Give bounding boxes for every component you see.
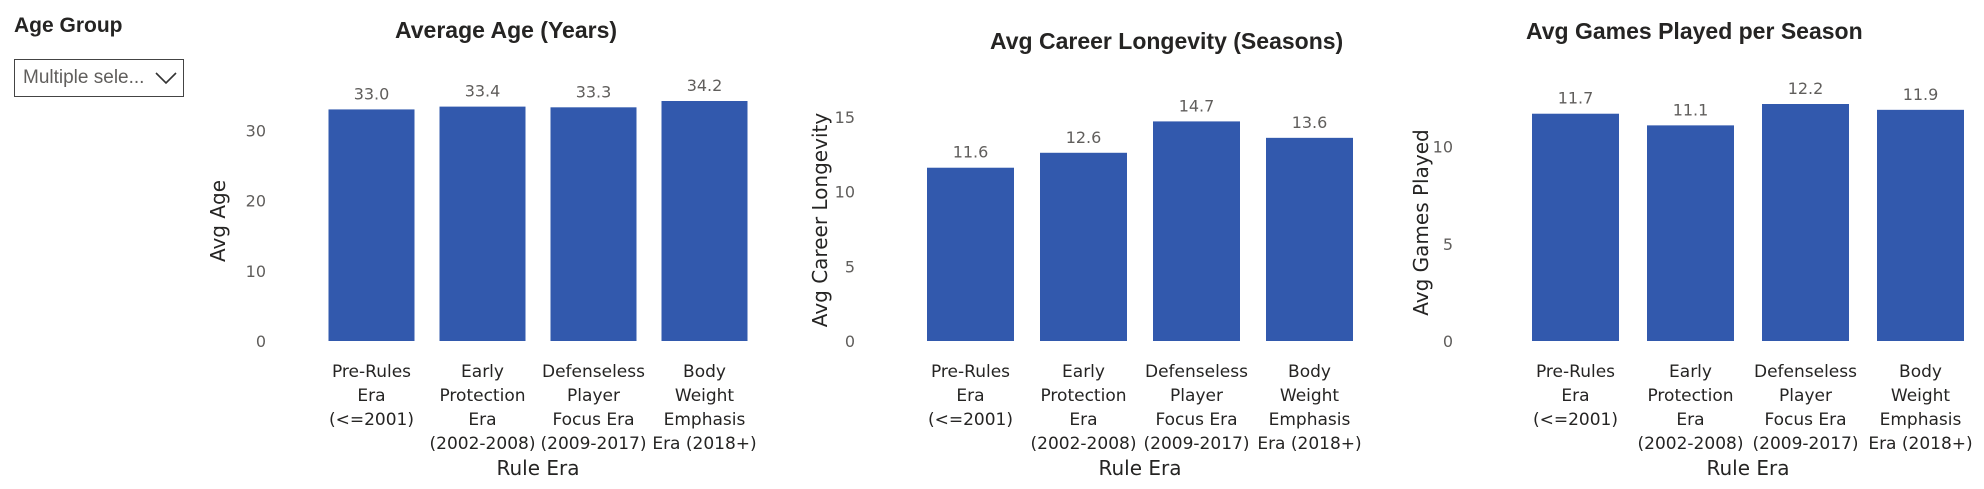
x-tick-label: Era xyxy=(1561,386,1589,406)
y-tick-label: 20 xyxy=(246,192,266,211)
x-tick-label: Defenseless xyxy=(1754,362,1857,382)
y-tick-label: 5 xyxy=(1443,235,1453,254)
bar xyxy=(1532,113,1619,342)
y-axis-title: Avg Games Played xyxy=(1409,129,1433,315)
x-tick-label: Defenseless xyxy=(542,362,645,382)
chart-title: Avg Games Played per Season xyxy=(1526,18,1863,44)
x-axis-title: Rule Era xyxy=(1706,456,1789,480)
y-tick-label: 30 xyxy=(246,121,266,140)
age-group-dropdown[interactable]: Multiple sele... xyxy=(14,59,184,97)
data-label: 11.6 xyxy=(953,143,989,162)
x-tick-label: (2009-2017) xyxy=(1753,434,1859,454)
bar xyxy=(328,109,415,341)
bar xyxy=(661,101,748,341)
data-label: 33.3 xyxy=(576,82,612,101)
y-tick-label: 0 xyxy=(845,332,855,351)
x-tick-label: Focus Era xyxy=(1155,410,1237,430)
x-tick-label: Era xyxy=(357,386,385,406)
y-tick-label: 5 xyxy=(845,257,855,276)
y-tick-label: 10 xyxy=(835,183,855,202)
bar xyxy=(1762,104,1849,341)
y-tick-label: 0 xyxy=(1443,332,1453,351)
y-tick-label: 0 xyxy=(256,332,266,351)
x-tick-label: Pre-Rules xyxy=(332,362,411,382)
y-tick-label: 15 xyxy=(835,108,855,127)
average-age-chart: Average Age (Years) Avg Age 0 10 20 30 33.0 Pre… xyxy=(206,17,757,480)
x-tick-label: Focus Era xyxy=(1764,410,1846,430)
data-label: 33.0 xyxy=(354,84,390,103)
x-tick-label: (2002-2008) xyxy=(1638,434,1744,454)
x-tick-label: Emphasis xyxy=(664,410,746,430)
data-label: 11.1 xyxy=(1673,100,1709,119)
x-tick-label: Era xyxy=(1069,410,1097,430)
x-tick-label: Era xyxy=(1676,410,1704,430)
x-tick-label: Protection xyxy=(1647,386,1733,406)
x-tick-label: Focus Era xyxy=(552,410,634,430)
bar xyxy=(550,107,637,341)
x-tick-label: Era (2018+) xyxy=(652,434,756,454)
x-tick-label: Era (2018+) xyxy=(1257,434,1361,454)
chart-title: Avg Career Longevity (Seasons) xyxy=(990,28,1343,54)
x-tick-label: Protection xyxy=(1040,386,1126,406)
x-tick-label: Pre-Rules xyxy=(931,362,1010,382)
x-tick-label: Era xyxy=(468,410,496,430)
x-tick-label: (<=2001) xyxy=(329,410,414,430)
bar xyxy=(1877,109,1964,341)
y-tick-label: 10 xyxy=(246,262,266,281)
chevron-down-icon xyxy=(155,72,177,85)
bar xyxy=(1647,125,1734,341)
x-tick-label: (2009-2017) xyxy=(541,434,647,454)
age-group-slicer: Age Group Multiple sele... xyxy=(14,14,194,97)
bar xyxy=(439,106,526,341)
career-longevity-chart: Avg Career Longevity (Seasons) Avg Career… xyxy=(808,28,1362,480)
x-axis-title: Rule Era xyxy=(496,456,579,480)
data-label: 34.2 xyxy=(687,76,723,95)
x-tick-label: Era (2018+) xyxy=(1868,434,1972,454)
x-tick-label: (2009-2017) xyxy=(1144,434,1250,454)
bar xyxy=(927,167,1014,341)
x-tick-label: Pre-Rules xyxy=(1536,362,1615,382)
x-tick-label: Early xyxy=(1669,362,1712,382)
slicer-title: Age Group xyxy=(14,14,123,37)
data-label: 14.7 xyxy=(1179,96,1215,115)
bar xyxy=(1266,137,1353,341)
x-tick-label: Player xyxy=(1170,386,1223,406)
x-tick-label: (<=2001) xyxy=(928,410,1013,430)
x-tick-label: (<=2001) xyxy=(1533,410,1618,430)
x-tick-label: (2002-2008) xyxy=(1031,434,1137,454)
x-tick-label: Era xyxy=(956,386,984,406)
data-label: 11.9 xyxy=(1903,85,1939,104)
x-tick-label: Early xyxy=(1062,362,1105,382)
x-tick-label: Emphasis xyxy=(1269,410,1351,430)
x-tick-label: Body xyxy=(683,362,726,382)
x-tick-label: Early xyxy=(461,362,504,382)
x-tick-label: Defenseless xyxy=(1145,362,1248,382)
games-played-chart: Avg Games Played per Season Avg Games Pla… xyxy=(1409,18,1973,480)
x-tick-label: Protection xyxy=(439,386,525,406)
y-tick-label: 10 xyxy=(1433,138,1453,157)
x-tick-label: Player xyxy=(1779,386,1832,406)
x-tick-label: Body xyxy=(1288,362,1331,382)
bar xyxy=(1040,152,1127,341)
x-tick-label: Weight xyxy=(1280,386,1340,406)
x-axis-title: Rule Era xyxy=(1098,456,1181,480)
bar xyxy=(1153,121,1240,341)
x-tick-label: Player xyxy=(567,386,620,406)
y-axis-title: Avg Career Longevity xyxy=(808,113,832,328)
y-axis-title: Avg Age xyxy=(206,180,230,262)
data-label: 33.4 xyxy=(465,82,501,101)
data-label: 11.7 xyxy=(1558,89,1594,108)
x-tick-label: Body xyxy=(1899,362,1942,382)
x-tick-label: Weight xyxy=(1891,386,1951,406)
x-tick-label: Emphasis xyxy=(1880,410,1962,430)
x-tick-label: Weight xyxy=(675,386,735,406)
data-label: 13.6 xyxy=(1292,113,1328,132)
data-label: 12.2 xyxy=(1788,79,1824,98)
dropdown-value: Multiple sele... xyxy=(23,67,145,88)
data-label: 12.6 xyxy=(1066,128,1102,147)
chart-title: Average Age (Years) xyxy=(395,17,617,43)
x-tick-label: (2002-2008) xyxy=(430,434,536,454)
